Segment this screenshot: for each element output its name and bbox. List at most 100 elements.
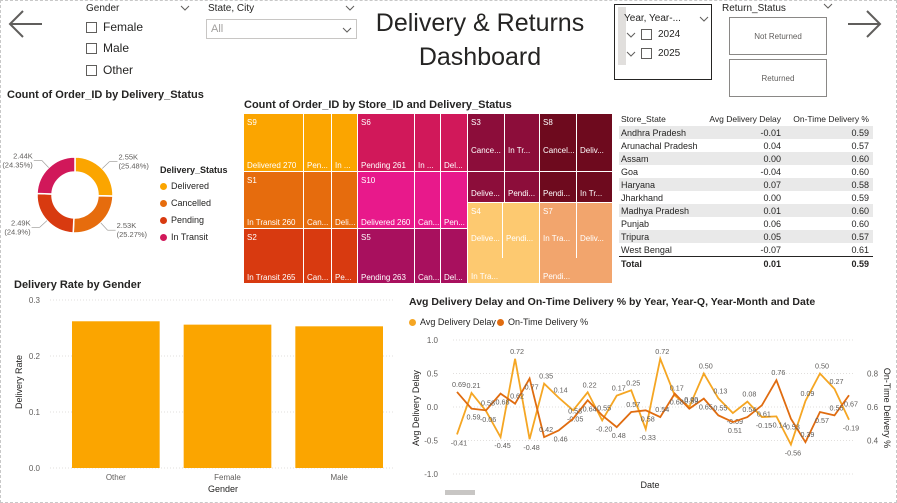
donut-slice-delivered[interactable]	[74, 156, 114, 197]
treemap-cell[interactable]: In Tr...	[505, 114, 539, 171]
return-option-returned[interactable]: Returned	[729, 59, 827, 97]
leader-line	[102, 161, 110, 169]
legend-item-in-transit[interactable]: In Transit	[160, 232, 208, 242]
treemap-cell[interactable]: Deliv...	[577, 114, 612, 171]
checkbox[interactable]	[641, 29, 652, 40]
treemap-cell[interactable]: Pendi...	[540, 172, 576, 202]
y-tick-label: 1.0	[427, 336, 439, 345]
data-label: 0.00	[684, 395, 698, 404]
checkbox[interactable]	[86, 64, 97, 76]
scrollbar-thumb[interactable]	[445, 490, 475, 495]
table-row[interactable]: Goa -0.04 0.60	[619, 165, 873, 178]
x-axis-label: Date	[640, 480, 659, 490]
treemap-cell-s6[interactable]: S6 Pending 261	[358, 114, 414, 171]
treemap-cell[interactable]: Del...	[441, 114, 467, 171]
treemap-cell[interactable]: Delive...	[468, 172, 504, 202]
table-cell: 0.00	[763, 192, 781, 203]
treemap-cell[interactable]: In ...	[332, 114, 357, 171]
legend-item-delivered[interactable]: Delivered	[160, 181, 209, 191]
chevron-expand-icon[interactable]	[625, 49, 637, 59]
treemap-cell-s2[interactable]: S2 In Transit 265	[244, 229, 303, 283]
gender-option-other[interactable]: Other	[86, 63, 133, 77]
checkbox[interactable]	[86, 42, 97, 54]
series-line-on-time[interactable]	[456, 376, 850, 445]
treemap-cell-s10[interactable]: S10 Delivered 260	[358, 172, 414, 228]
column-header[interactable]: On-Time Delivery %	[793, 114, 869, 124]
treemap-cell-s3[interactable]: S3 Cance...	[468, 114, 504, 171]
bar-female[interactable]	[183, 324, 272, 468]
gender-option-male[interactable]: Male	[86, 41, 129, 55]
return-option-not-returned[interactable]: Not Returned	[729, 17, 827, 55]
treemap-cell[interactable]: Pen...	[441, 172, 467, 228]
legend-dot	[409, 318, 416, 326]
chevron-down-icon[interactable]	[699, 14, 709, 24]
table-row[interactable]: Andhra Pradesh -0.01 0.59	[619, 126, 873, 139]
treemap-cell[interactable]: Can...	[304, 172, 331, 228]
data-label: 0.27	[829, 377, 843, 386]
treemap-cell-s1[interactable]: S1 In Transit 260	[244, 172, 303, 228]
table-row[interactable]: Arunachal Pradesh 0.04 0.57	[619, 139, 873, 152]
title-line-1: Delivery & Returns	[375, 9, 585, 37]
table-row[interactable]: Assam 0.00 0.60	[619, 152, 873, 165]
y-tick-label: 0.0	[427, 403, 439, 412]
state-city-dropdown[interactable]: All	[206, 19, 357, 39]
gender-option-female[interactable]: Female	[86, 20, 143, 34]
data-label: -0.05	[567, 414, 583, 423]
legend-item-pending[interactable]: Pending	[160, 215, 204, 225]
data-label: 0.69	[452, 380, 466, 389]
arrow-left-icon[interactable]	[6, 8, 44, 40]
data-label: 0.55	[597, 403, 611, 412]
year-option-2024[interactable]: 2024	[625, 29, 680, 40]
legend-item-on-time[interactable]: On-Time Delivery %	[497, 317, 588, 327]
line-marks: -0.41 0.21 -0.06 -0.45 0.72 -0.48 0.350.14 -0.0…	[451, 347, 859, 458]
treemap-cell[interactable]: In Tr...	[577, 172, 612, 202]
treemap-cell[interactable]: Del...	[441, 229, 467, 283]
treemap-cell[interactable]: Can...	[415, 229, 440, 283]
treemap-cell[interactable]: Deli...	[332, 172, 357, 228]
donut-slice-pending[interactable]	[36, 192, 75, 234]
donut-slice-in-transit[interactable]	[36, 156, 76, 195]
treemap-cell[interactable]: Can...	[415, 172, 440, 228]
treemap-cell[interactable]: Can...	[304, 229, 331, 283]
treemap-cell[interactable]: Pen...	[304, 114, 331, 171]
bar-other[interactable]	[72, 321, 160, 468]
table-cell: -0.04	[760, 166, 781, 177]
data-label: 0.14	[554, 386, 568, 395]
legend-item-avg-delay[interactable]: Avg Delivery Delay	[409, 317, 496, 327]
donut-slice-cancelled[interactable]	[72, 194, 114, 234]
checkbox[interactable]	[641, 48, 652, 59]
treemap-cell-s5[interactable]: S5 Pending 263	[358, 229, 414, 283]
treemap-cell-s8[interactable]: S8 Cancel...	[540, 114, 576, 171]
table-row[interactable]: Madhya Pradesh 0.01 0.60	[619, 204, 873, 217]
data-label: 0.21	[467, 381, 481, 390]
page-title: Delivery & Returns Dashboard	[370, 6, 590, 74]
table-row[interactable]: Punjab 0.06 0.60	[619, 217, 873, 230]
chevron-down-icon[interactable]	[180, 3, 190, 13]
year-option-2025[interactable]: 2025	[625, 48, 680, 59]
treemap-cell[interactable]: Pendi...	[540, 258, 612, 283]
treemap-cell-s9[interactable]: S9 Delivered 270	[244, 114, 303, 171]
data-label: 0.54	[742, 405, 756, 414]
table-row[interactable]: West Bengal -0.07 0.61	[619, 243, 873, 256]
treemap-cell[interactable]: Pendi...	[505, 172, 539, 202]
treemap-cell[interactable]: Pe...	[332, 229, 357, 283]
chevron-expand-icon[interactable]	[625, 30, 637, 40]
checkbox[interactable]	[86, 21, 97, 33]
bar-marks: Other Female Male	[72, 321, 383, 482]
data-label: -0.15	[756, 421, 772, 430]
bar-male[interactable]	[295, 326, 383, 468]
table-row[interactable]: Haryana 0.07 0.58	[619, 178, 873, 191]
legend-item-cancelled[interactable]: Cancelled	[160, 198, 211, 208]
chevron-down-icon[interactable]	[345, 3, 355, 13]
table-row[interactable]: Jharkhand 0.00 0.59	[619, 191, 873, 204]
column-header[interactable]: Avg Delivery Delay	[709, 114, 781, 124]
column-header[interactable]: Store_State	[621, 114, 666, 124]
arrow-right-icon[interactable]	[846, 8, 884, 40]
table-cell: Jharkhand	[621, 192, 664, 203]
series-line-avg-delay[interactable]	[456, 355, 850, 447]
table-row[interactable]: Tripura 0.05 0.57	[619, 230, 873, 243]
treemap-cell[interactable]: In Tra...	[468, 258, 539, 283]
chevron-down-icon[interactable]	[823, 1, 833, 11]
slicer-scrollbar[interactable]	[618, 7, 626, 65]
treemap-cell[interactable]: In ...	[415, 114, 440, 171]
